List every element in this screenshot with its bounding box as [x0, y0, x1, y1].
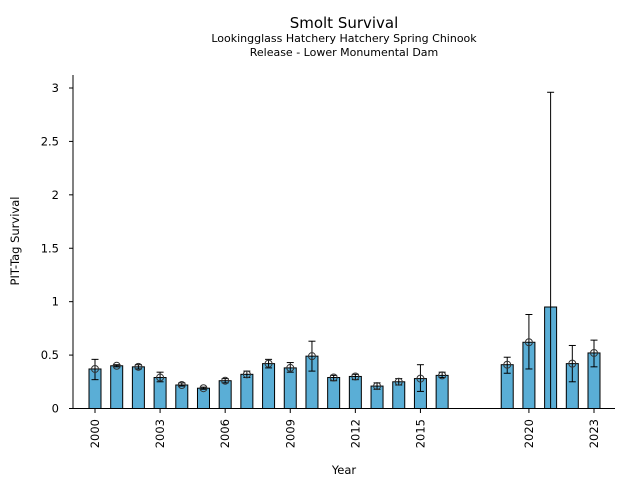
y-tick-label: 0: [52, 402, 59, 416]
y-axis-label: PIT-Tag Survival: [8, 197, 22, 286]
x-tick-label: 2006: [218, 419, 232, 448]
point-marker-2000: [91, 364, 99, 373]
x-tick-label: 2000: [88, 419, 102, 448]
point-marker-2019: [503, 360, 512, 369]
point-marker-2010: [307, 352, 316, 361]
y-tick-label: 3: [52, 81, 59, 95]
point-marker-2023: [590, 348, 598, 357]
point-marker-2022: [568, 359, 577, 368]
x-tick-label: 2012: [348, 419, 362, 448]
bar-2009: [283, 367, 297, 409]
bar-2012: [348, 375, 362, 410]
bar-2011: [327, 377, 341, 410]
point-marker-2003: [156, 373, 165, 382]
y-tick-label: 0.5: [41, 348, 59, 362]
x-tick-label: 2009: [283, 419, 297, 448]
bar-2001: [110, 365, 124, 409]
point-marker-2013: [373, 382, 382, 391]
point-marker-2008: [264, 359, 273, 368]
point-marker-2002: [134, 362, 143, 371]
x-ticks-group: 2000 2003 2006 2009 2012 2015 2020 2023: [88, 408, 601, 448]
point-marker-2020: [524, 338, 533, 347]
chart-subtitle-line-2: Release - Lower Monumental Dam: [250, 46, 439, 59]
bar-2014: [392, 381, 406, 409]
bar-2006: [218, 380, 232, 409]
x-axis-label: Year: [331, 463, 357, 477]
bars-group: [88, 306, 601, 410]
point-marker-2014: [394, 377, 403, 386]
point-marker-2007: [242, 370, 251, 379]
x-tick-label: 2015: [413, 419, 427, 448]
chart-title: Smolt Survival: [290, 14, 399, 32]
x-tick-label: 2003: [153, 419, 167, 448]
error-bars-group: [91, 91, 598, 409]
chart-subtitle-line-1: Lookingglass Hatchery Hatchery Spring Ch…: [211, 32, 477, 45]
markers-group: [91, 338, 598, 393]
bar-2002: [131, 366, 145, 409]
point-marker-2016: [438, 371, 447, 380]
y-tick-label: 1.5: [41, 241, 59, 255]
y-tick-label: 2: [52, 188, 59, 202]
point-marker-2006: [221, 376, 230, 385]
point-marker-2009: [286, 363, 295, 372]
bar-2007: [240, 373, 254, 409]
y-tick-label: 1: [52, 295, 59, 309]
point-marker-2001: [112, 361, 121, 370]
bar-2008: [262, 363, 276, 410]
x-tick-label: 2023: [587, 419, 601, 448]
y-tick-label: 2.5: [41, 134, 59, 148]
point-marker-2015: [416, 374, 425, 383]
x-tick-label: 2020: [522, 419, 536, 448]
point-marker-2004: [177, 380, 186, 389]
point-marker-2005: [199, 384, 208, 393]
point-marker-2011: [329, 373, 338, 382]
point-marker-2012: [351, 372, 360, 381]
bar-2016: [435, 374, 449, 409]
y-ticks-group: 0 0.5 1 1.5 2 2.5 3: [41, 81, 73, 416]
